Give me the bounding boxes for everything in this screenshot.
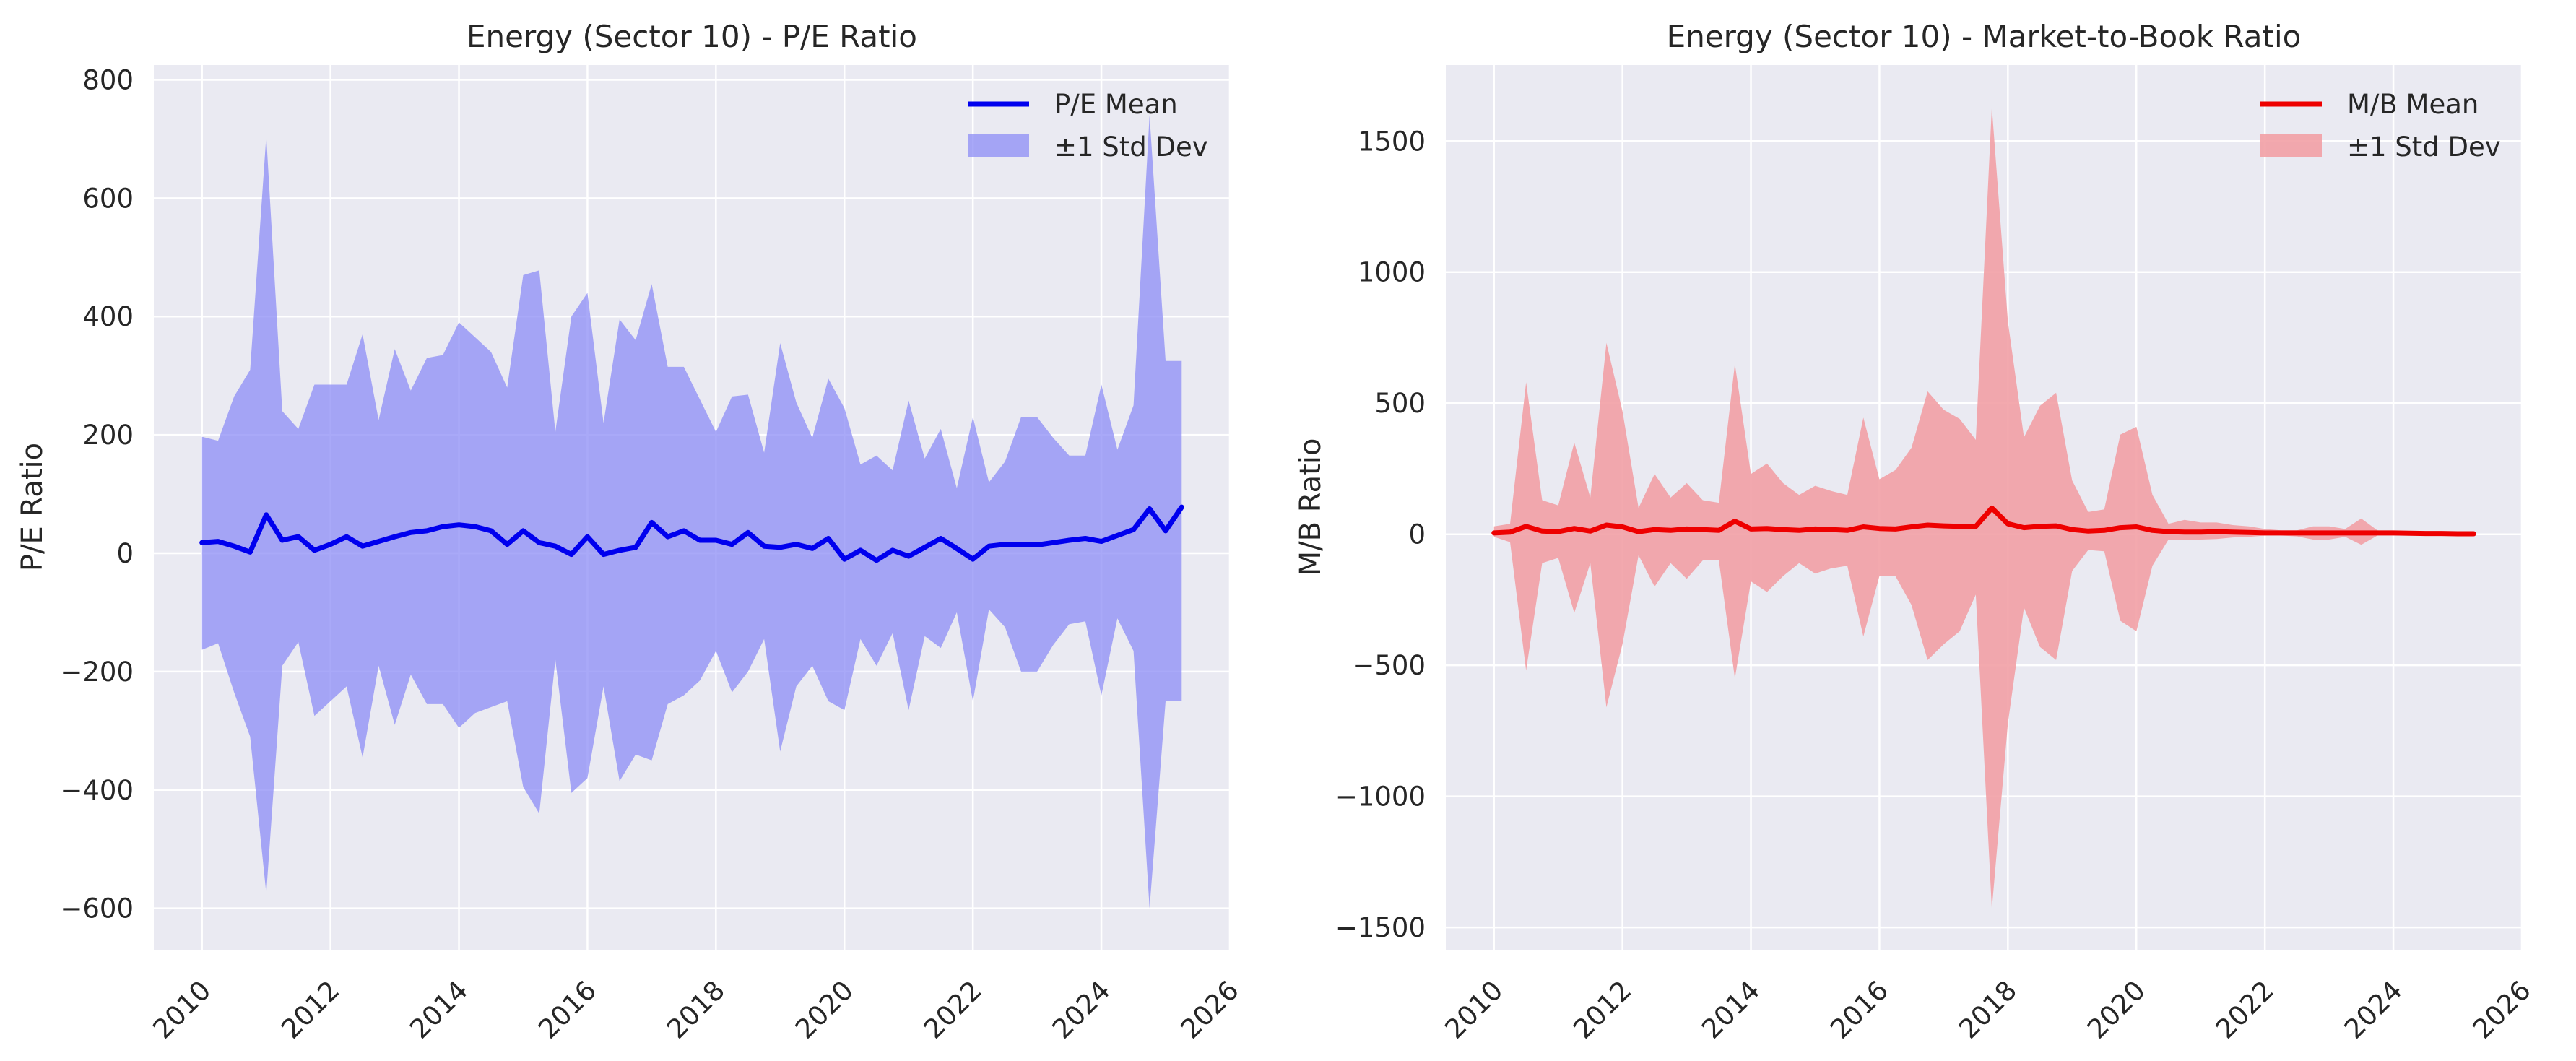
x-tick-label: 2010 (147, 975, 217, 1045)
x-tick-label: 2010 (1439, 975, 1509, 1045)
chart-title: Energy (Sector 10) - P/E Ratio (467, 19, 917, 54)
legend-label-std: ±1 Std Dev (1054, 131, 1208, 163)
x-axis-ticks: 2010 2012 2014 2016 2018 2020 2022 2024 2026 (1439, 975, 2536, 1045)
y-tick-label: −500 (1352, 650, 1426, 681)
mean-series-line (1491, 505, 2476, 537)
y-axis-ticks: −1500 −1000 −500 0 500 1000 1500 (1335, 126, 1426, 943)
std-dev-band-area (1493, 107, 2474, 909)
x-tick-label: 2018 (1953, 975, 2023, 1045)
y-tick-label: 400 (82, 301, 134, 332)
y-tick-label: −200 (60, 657, 134, 688)
x-tick-label: 2012 (275, 975, 345, 1045)
legend-band-swatch (2260, 134, 2322, 157)
x-tick-label: 2014 (1696, 975, 1766, 1045)
y-tick-label: 1500 (1358, 126, 1426, 157)
y-axis-label: P/E Ratio (16, 443, 49, 571)
std-dev-band (1493, 107, 2474, 909)
y-axis-ticks: −600 −400 −200 0 200 400 600 800 (60, 64, 134, 924)
x-tick-label: 2018 (661, 975, 731, 1045)
y-tick-label: −1000 (1335, 781, 1426, 813)
x-tick-label: 2026 (2467, 975, 2537, 1045)
x-tick-label: 2022 (2210, 975, 2280, 1045)
y-tick-label: −600 (60, 893, 134, 924)
x-tick-label: 2016 (1824, 975, 1894, 1045)
x-axis-ticks: 2010 2012 2014 2016 2018 2020 2022 2024 2026 (147, 975, 1244, 1045)
legend: M/B Mean ±1 Std Dev (2260, 89, 2501, 163)
y-tick-label: 500 (1374, 388, 1426, 419)
x-tick-label: 2014 (404, 975, 474, 1045)
y-axis-label: M/B Ratio (1294, 438, 1327, 576)
x-tick-label: 2020 (2081, 975, 2151, 1045)
legend-label-std: ±1 Std Dev (2347, 131, 2501, 163)
legend-label-mean: M/B Mean (2347, 89, 2479, 120)
y-tick-label: 0 (1408, 519, 1426, 550)
y-tick-label: 200 (82, 420, 134, 451)
mean-series-line (199, 504, 1184, 563)
y-tick-label: 1000 (1358, 257, 1426, 288)
x-tick-label: 2020 (789, 975, 859, 1045)
std-dev-band (201, 115, 1182, 909)
y-tick-label: −400 (60, 775, 134, 806)
mean-line (199, 504, 1184, 563)
std-dev-band-area (201, 115, 1182, 909)
x-tick-label: 2026 (1175, 975, 1245, 1045)
x-tick-label: 2024 (1046, 975, 1116, 1045)
x-tick-label: 2012 (1567, 975, 1637, 1045)
y-tick-label: 800 (82, 64, 134, 95)
y-tick-label: −1500 (1335, 912, 1426, 943)
legend: P/E Mean ±1 Std Dev (968, 89, 1208, 163)
legend-band-swatch (968, 134, 1029, 157)
y-tick-label: 0 (116, 538, 134, 569)
x-tick-label: 2024 (2338, 975, 2408, 1045)
legend-label-mean: P/E Mean (1054, 89, 1178, 120)
x-tick-label: 2016 (532, 975, 602, 1045)
x-tick-label: 2022 (918, 975, 988, 1045)
chart-title: Energy (Sector 10) - Market-to-Book Rati… (1667, 19, 2302, 54)
y-tick-label: 600 (82, 183, 134, 214)
mean-line (1491, 505, 2476, 537)
